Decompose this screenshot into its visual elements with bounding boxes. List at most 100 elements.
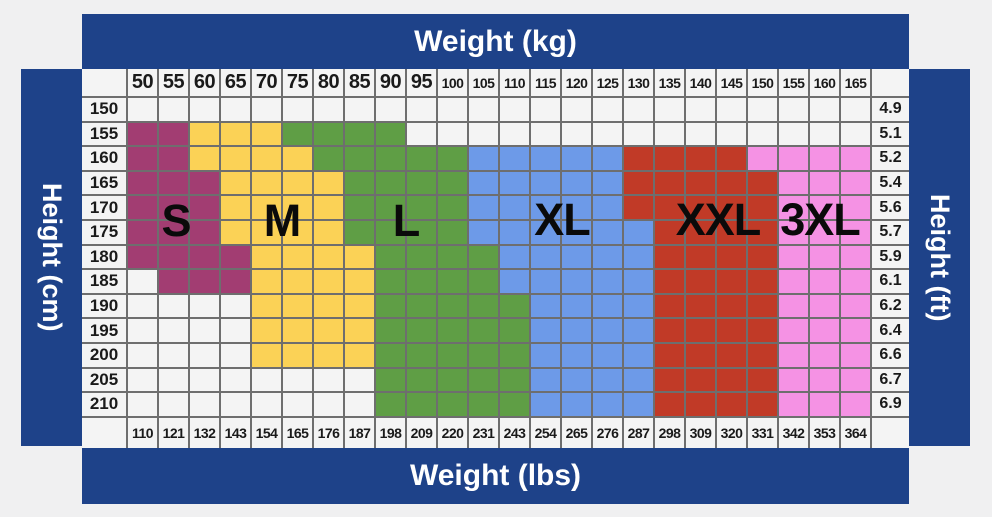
- ft-tick-label: 5.1: [872, 122, 909, 148]
- size-cell-xxl: [686, 270, 717, 295]
- size-cell-xl: [562, 294, 593, 320]
- size-cell-xl: [500, 171, 531, 197]
- size-cell-xxl: [686, 393, 717, 418]
- size-cell-l: [438, 319, 469, 344]
- size-cell-l: [469, 270, 500, 295]
- size-cell-xxl: [686, 196, 717, 221]
- cm-tick-label: 170: [82, 196, 128, 221]
- size-cell-l: [438, 270, 469, 295]
- size-cell-xl: [624, 245, 655, 271]
- size-cell-xl: [500, 196, 531, 221]
- size-cell-xxl: [655, 343, 686, 369]
- empty-cell: [810, 122, 841, 148]
- size-cell-l: [376, 245, 407, 271]
- ft-tick-label: 6.7: [872, 368, 909, 394]
- kg-tick-label: 80: [314, 69, 345, 98]
- size-cell-xxl: [748, 245, 779, 271]
- size-cell-l: [407, 220, 438, 246]
- size-cell-xl: [593, 171, 624, 197]
- size-cell-xxl: [655, 147, 686, 172]
- empty-cell: [407, 122, 438, 148]
- size-cell-l: [438, 393, 469, 418]
- size-cell-xxl: [686, 294, 717, 320]
- lbs-tick-label: 276: [593, 417, 624, 448]
- empty-cell: [469, 98, 500, 123]
- size-cell-3xl: [841, 368, 872, 394]
- size-cell-xxl: [717, 393, 748, 418]
- size-cell-xl: [500, 270, 531, 295]
- size-cell-m: [314, 220, 345, 246]
- size-cell-l: [345, 122, 376, 148]
- size-cell-s: [190, 270, 221, 295]
- size-cell-xl: [562, 343, 593, 369]
- size-cell-3xl: [841, 294, 872, 320]
- size-cell-3xl: [779, 270, 810, 295]
- size-cell-xl: [593, 147, 624, 172]
- size-cell-xl: [531, 220, 562, 246]
- size-cell-xl: [562, 245, 593, 271]
- size-cell-xxl: [624, 171, 655, 197]
- size-cell-3xl: [779, 393, 810, 418]
- size-cell-m: [283, 270, 314, 295]
- size-cell-m: [252, 196, 283, 221]
- kg-tick-label: 105: [469, 69, 500, 98]
- empty-cell: [779, 122, 810, 148]
- size-cell-xl: [624, 294, 655, 320]
- empty-cell: [190, 294, 221, 320]
- empty-cell: [748, 122, 779, 148]
- size-cell-3xl: [810, 368, 841, 394]
- size-cell-xxl: [655, 319, 686, 344]
- size-cell-xl: [500, 220, 531, 246]
- size-cell-3xl: [748, 147, 779, 172]
- lbs-tick-label: 353: [810, 417, 841, 448]
- size-cell-xxl: [686, 343, 717, 369]
- empty-cell: [159, 294, 190, 320]
- size-cell-xxl: [748, 368, 779, 394]
- size-cell-l: [438, 220, 469, 246]
- lbs-tick-label: 320: [717, 417, 748, 448]
- size-cell-xxl: [717, 368, 748, 394]
- empty-cell: [159, 393, 190, 418]
- ft-tick-label: 5.6: [872, 196, 909, 221]
- size-cell-l: [376, 270, 407, 295]
- lbs-tick-label: 209: [407, 417, 438, 448]
- empty-cell: [128, 270, 159, 295]
- size-cell-s: [159, 220, 190, 246]
- empty-cell: [128, 343, 159, 369]
- size-cell-xxl: [686, 220, 717, 246]
- empty-cell: [190, 343, 221, 369]
- size-cell-l: [407, 270, 438, 295]
- size-cell-s: [190, 171, 221, 197]
- cm-tick-label: 195: [82, 319, 128, 344]
- size-cell-m: [345, 294, 376, 320]
- size-cell-3xl: [841, 171, 872, 197]
- size-cell-3xl: [841, 270, 872, 295]
- size-cell-3xl: [779, 147, 810, 172]
- ft-tick-label: 5.7: [872, 220, 909, 246]
- size-cell-l: [500, 393, 531, 418]
- size-cell-m: [314, 171, 345, 197]
- size-cell-l: [500, 319, 531, 344]
- empty-cell: [221, 368, 252, 394]
- size-cell-l: [407, 147, 438, 172]
- cm-tick-label: 200: [82, 343, 128, 369]
- size-cell-xl: [531, 343, 562, 369]
- empty-cell: [841, 98, 872, 123]
- size-cell-l: [438, 245, 469, 271]
- size-cell-xxl: [655, 368, 686, 394]
- size-cell-xxl: [655, 220, 686, 246]
- size-cell-xxl: [748, 270, 779, 295]
- size-cell-m: [283, 343, 314, 369]
- empty-cell: [128, 98, 159, 123]
- size-cell-m: [314, 343, 345, 369]
- size-cell-xl: [531, 171, 562, 197]
- cm-tick-label: 150: [82, 98, 128, 123]
- size-cell-3xl: [779, 171, 810, 197]
- size-cell-xxl: [717, 270, 748, 295]
- size-cell-s: [128, 220, 159, 246]
- kg-tick-label: 120: [562, 69, 593, 98]
- size-cell-xl: [531, 270, 562, 295]
- size-cell-m: [314, 196, 345, 221]
- size-cell-l: [469, 245, 500, 271]
- size-cell-m: [252, 245, 283, 271]
